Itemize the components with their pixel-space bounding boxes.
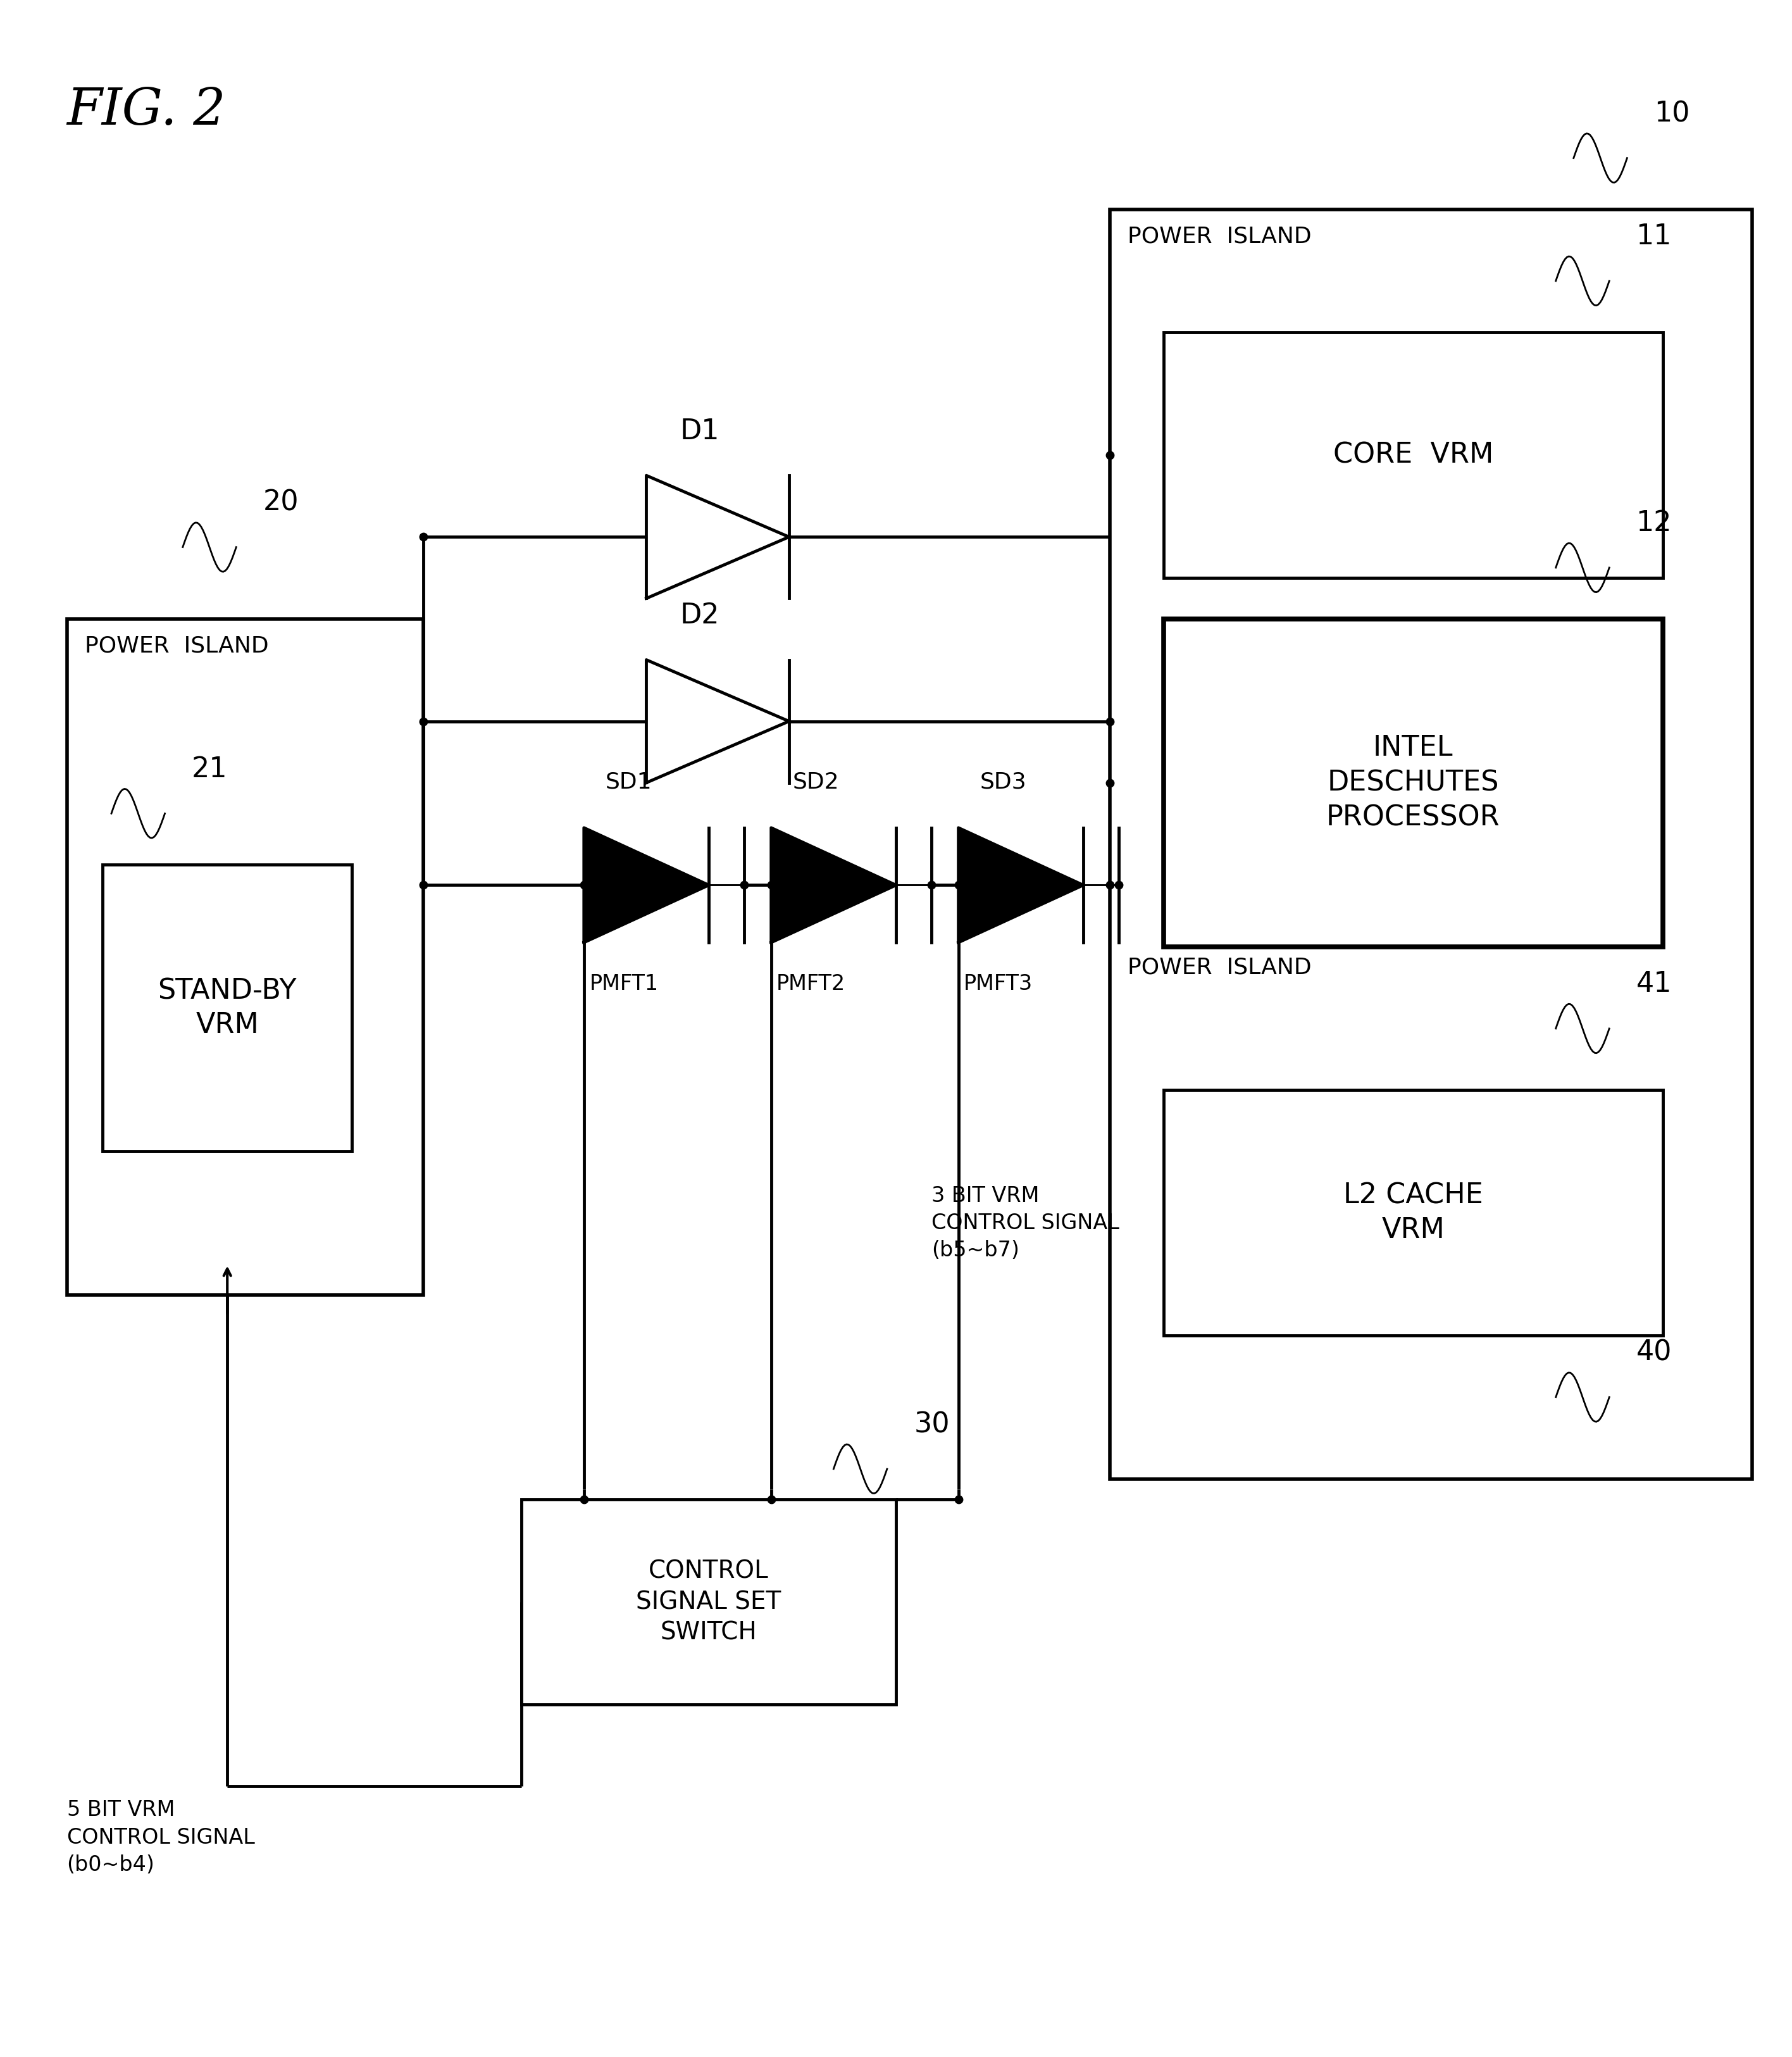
Text: FIG. 2: FIG. 2: [66, 86, 226, 136]
Bar: [521, 1500, 896, 1705]
Text: 20: 20: [263, 490, 299, 516]
Text: SD2: SD2: [792, 771, 839, 792]
Text: PMFT3: PMFT3: [964, 973, 1032, 994]
Polygon shape: [959, 827, 1082, 942]
Text: 21: 21: [192, 755, 228, 784]
Text: 5 BIT VRM
CONTROL SIGNAL
(b0~b4): 5 BIT VRM CONTROL SIGNAL (b0~b4): [66, 1800, 254, 1876]
Bar: [1109, 210, 1753, 1479]
Text: CORE  VRM: CORE VRM: [1333, 442, 1493, 469]
Text: POWER  ISLAND: POWER ISLAND: [84, 636, 269, 656]
Bar: [66, 619, 423, 1294]
Text: STAND-BY
VRM: STAND-BY VRM: [158, 977, 297, 1039]
Polygon shape: [771, 827, 896, 942]
Text: CONTROL
SIGNAL SET
SWITCH: CONTROL SIGNAL SET SWITCH: [636, 1559, 781, 1646]
Bar: [1163, 331, 1663, 578]
Text: PMFT1: PMFT1: [590, 973, 658, 994]
Bar: [1163, 1090, 1663, 1335]
Text: D1: D1: [681, 418, 720, 444]
Text: 12: 12: [1636, 510, 1672, 537]
Text: SD1: SD1: [606, 771, 652, 792]
Text: PMFT2: PMFT2: [776, 973, 846, 994]
Bar: [102, 864, 351, 1152]
Text: POWER  ISLAND: POWER ISLAND: [1127, 957, 1312, 979]
Text: 10: 10: [1654, 101, 1690, 128]
Text: SD3: SD3: [980, 771, 1027, 792]
Text: 11: 11: [1636, 222, 1672, 251]
Text: 30: 30: [914, 1411, 950, 1438]
Text: 3 BIT VRM
CONTROL SIGNAL
(b5~b7): 3 BIT VRM CONTROL SIGNAL (b5~b7): [932, 1185, 1120, 1261]
Text: L2 CACHE
VRM: L2 CACHE VRM: [1344, 1183, 1484, 1244]
Text: POWER  ISLAND: POWER ISLAND: [1127, 226, 1312, 247]
Text: 40: 40: [1636, 1339, 1672, 1366]
Text: D2: D2: [679, 603, 720, 629]
Bar: [1163, 619, 1663, 946]
Text: INTEL
DESCHUTES
PROCESSOR: INTEL DESCHUTES PROCESSOR: [1326, 734, 1500, 831]
Polygon shape: [584, 827, 710, 942]
Text: 41: 41: [1636, 971, 1672, 998]
